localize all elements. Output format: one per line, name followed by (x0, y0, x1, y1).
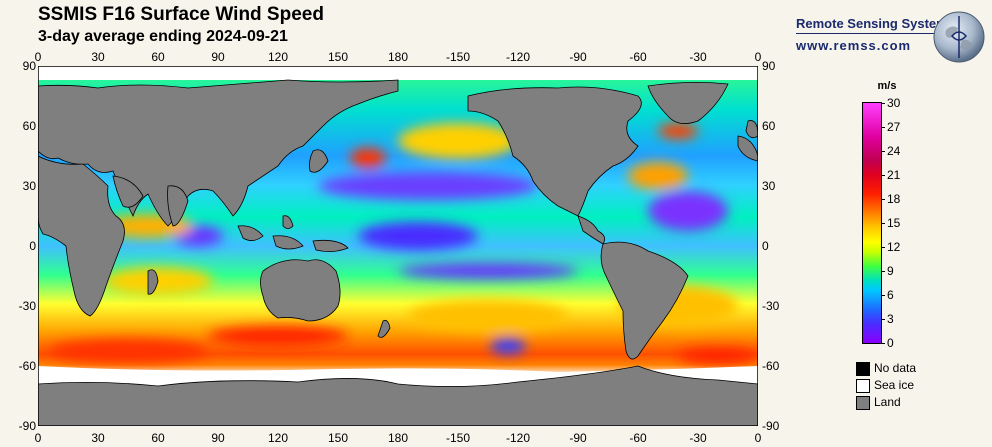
colorbar-tick-mark (881, 127, 885, 128)
arctic-sea-ice (38, 66, 758, 80)
lon-tick-label: 90 (211, 431, 225, 445)
colorbar-tick-label: 21 (887, 168, 901, 182)
lon-tick-label: -60 (629, 50, 647, 64)
lat-tick-label: 90 (762, 59, 776, 73)
legend-label: Land (874, 395, 901, 409)
lon-tick-label: -150 (445, 431, 471, 445)
lon-tick-label: -90 (569, 50, 587, 64)
lat-tick-label: 90 (22, 59, 36, 73)
colorbar-tick-mark (881, 343, 885, 344)
lon-tick-label: -120 (505, 50, 531, 64)
brand-name: Remote Sensing Systems (796, 16, 955, 31)
colorbar (862, 102, 882, 344)
legend-label: No data (874, 361, 917, 375)
legend-swatch (856, 379, 870, 393)
lat-tick-label: 60 (762, 119, 776, 133)
map-title: SSMIS F16 Surface Wind Speed (38, 4, 324, 25)
lat-tick-label: 0 (29, 239, 36, 253)
lon-tick-label: 0 (754, 431, 762, 445)
lon-tick-label: 0 (754, 50, 762, 64)
colorbar-tick-label: 6 (887, 288, 894, 302)
land-masses (38, 79, 758, 426)
colorbar-tick-mark (881, 175, 885, 176)
brand-divider (796, 33, 948, 34)
lat-tick-label: -30 (18, 299, 36, 313)
colorbar-tick-label: 27 (887, 120, 901, 134)
colorbar-tick-mark (881, 223, 885, 224)
legend-label: Sea ice (874, 378, 915, 392)
colorbar-tick-label: 3 (887, 312, 894, 326)
colorbar-tick-mark (881, 247, 885, 248)
legend-swatch (856, 396, 870, 410)
lon-tick-label: 150 (327, 50, 349, 64)
colorbar-tick-mark (881, 295, 885, 296)
colorbar-tick-label: 0 (887, 336, 894, 350)
lat-tick-label: -90 (762, 419, 780, 433)
colorbar-tick-label: 24 (887, 144, 901, 158)
lat-tick-label: -60 (18, 359, 36, 373)
lon-tick-label: -150 (445, 50, 471, 64)
lon-tick-label: 120 (267, 431, 289, 445)
colorbar-tick-mark (881, 271, 885, 272)
lon-tick-label: 120 (267, 50, 289, 64)
colorbar-tick-mark (881, 199, 885, 200)
colorbar-tick-label: 12 (887, 240, 901, 254)
globe-logo-icon (933, 11, 985, 63)
lon-tick-label: 60 (151, 50, 165, 64)
colorbar-tick-label: 15 (887, 216, 901, 230)
map-subtitle: 3-day average ending 2024-09-21 (38, 28, 288, 45)
lon-tick-label: 90 (211, 50, 225, 64)
lat-tick-label: 0 (762, 239, 769, 253)
lon-tick-label: -30 (689, 50, 707, 64)
lon-tick-label: -120 (505, 431, 531, 445)
lon-tick-label: -90 (569, 431, 587, 445)
colorbar-tick-label: 30 (887, 96, 901, 110)
lon-tick-label: 60 (151, 431, 165, 445)
lat-tick-label: -30 (762, 299, 780, 313)
lat-tick-label: -60 (762, 359, 780, 373)
colorbar-tick-mark (881, 103, 885, 104)
colorbar-tick-mark (881, 151, 885, 152)
lon-tick-label: 180 (387, 431, 409, 445)
lat-tick-label: 60 (22, 119, 36, 133)
colorbar-tick-mark (881, 319, 885, 320)
brand-url[interactable]: www.remss.com (796, 38, 912, 53)
lon-tick-label: -30 (689, 431, 707, 445)
lon-tick-label: 30 (91, 50, 105, 64)
lat-tick-label: -90 (18, 419, 36, 433)
colorbar-unit: m/s (877, 80, 897, 92)
lon-tick-label: 30 (91, 431, 105, 445)
lon-tick-label: 180 (387, 50, 409, 64)
lon-tick-label: 0 (34, 431, 42, 445)
legend-swatch (856, 362, 870, 376)
colorbar-tick-label: 18 (887, 192, 901, 206)
colorbar-tick-label: 9 (887, 264, 894, 278)
lat-tick-label: 30 (762, 179, 776, 193)
lat-tick-label: 30 (22, 179, 36, 193)
lon-tick-label: 0 (34, 50, 42, 64)
lon-tick-label: 150 (327, 431, 349, 445)
wind-speed-map (38, 66, 758, 426)
lon-tick-label: -60 (629, 431, 647, 445)
